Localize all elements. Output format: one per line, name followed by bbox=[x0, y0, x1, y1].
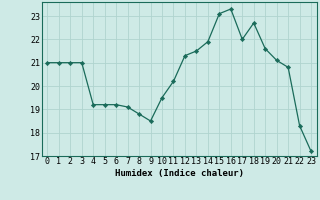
X-axis label: Humidex (Indice chaleur): Humidex (Indice chaleur) bbox=[115, 169, 244, 178]
